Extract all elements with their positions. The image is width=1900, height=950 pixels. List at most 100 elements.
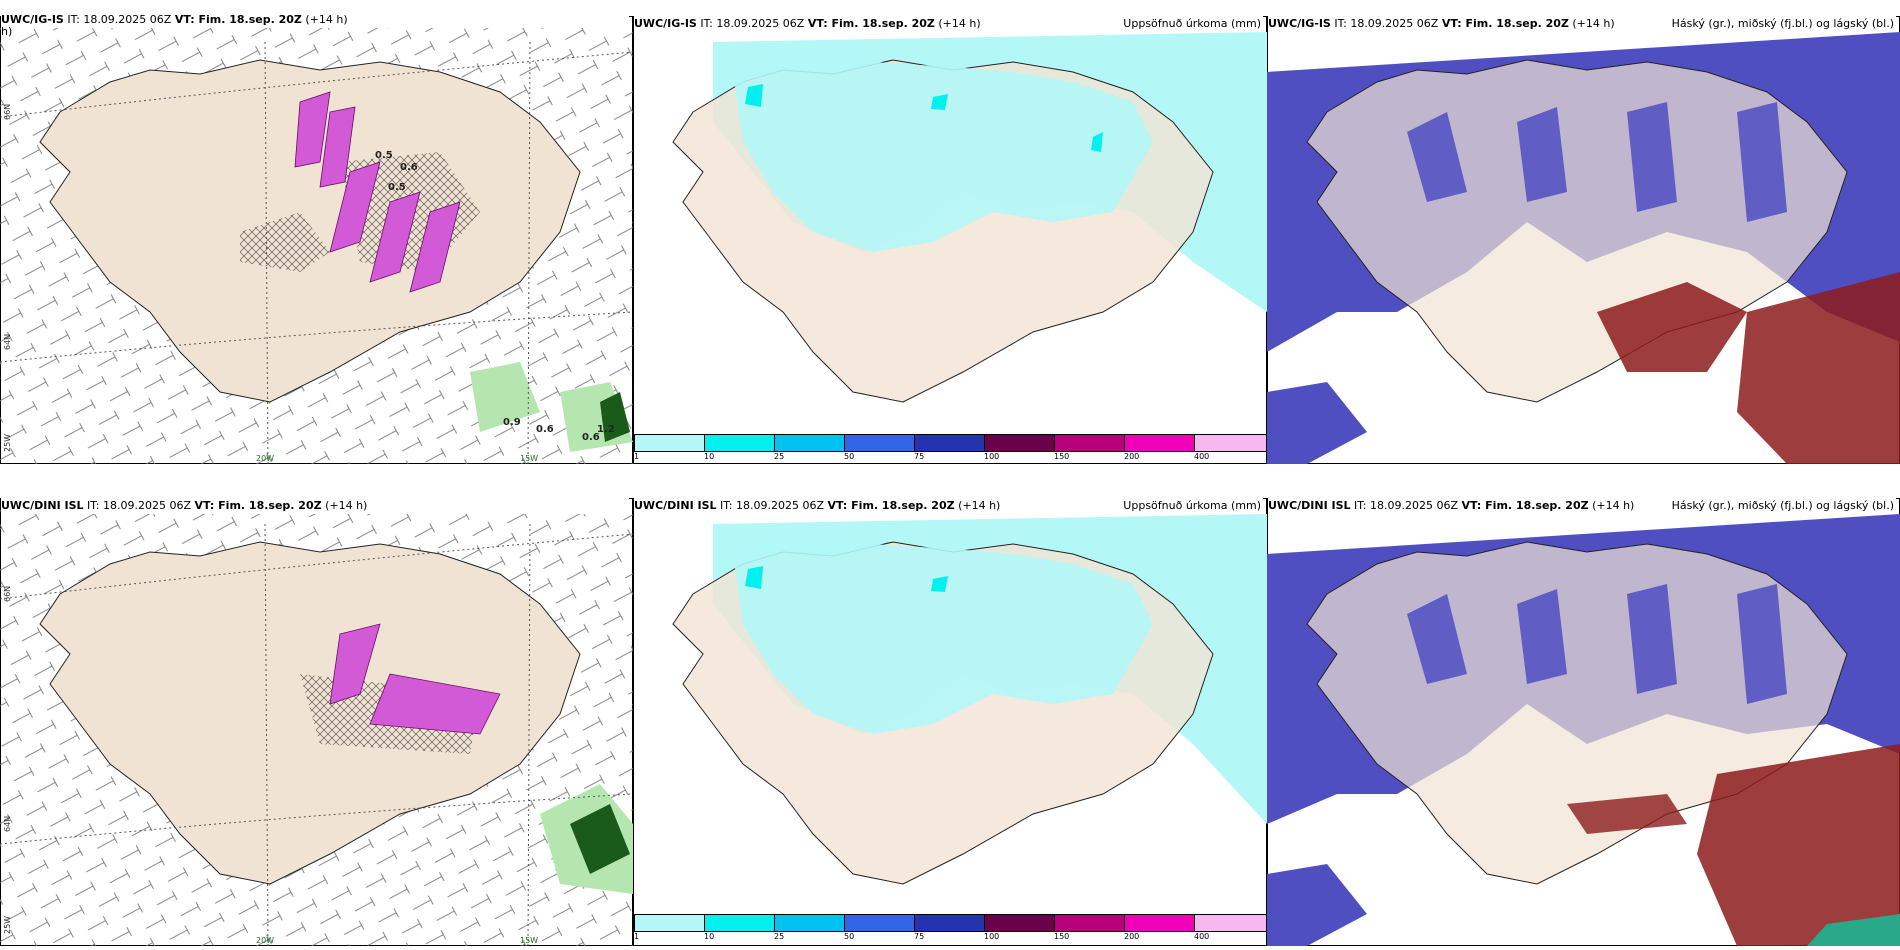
colorbar-swatch <box>634 434 705 452</box>
precip-label: 0.6 <box>536 424 554 435</box>
valid-time: VT: Fim. 18.sep. 20Z <box>1461 499 1589 512</box>
colorbar-tick: 50 <box>844 452 855 461</box>
colorbar-swatch <box>914 914 985 932</box>
colorbar-tick: 200 <box>1124 452 1140 461</box>
map-panel-precip-lower: UWC/DINI ISL IT: 18.09.2025 06Z VT: Fim.… <box>633 494 1267 946</box>
init-time: IT: 18.09.2025 06Z <box>67 13 172 26</box>
lead-time: (+14 h) <box>1572 17 1615 30</box>
panel-title: Háský (gr.), miðský (fj.bl.) og lágský (… <box>1671 499 1894 512</box>
colorbar-swatch <box>984 914 1055 932</box>
colorbar-tick: 10 <box>704 452 715 461</box>
panel-title: Háský (gr.), miðský (fj.bl.) og lágský (… <box>1671 17 1894 30</box>
colorbar-tick: 400 <box>1194 452 1210 461</box>
colorbar-tick: 400 <box>1194 932 1210 941</box>
colorbar-swatch <box>914 434 985 452</box>
cloud-map <box>1267 514 1900 946</box>
header-wrap: h) <box>1 25 13 38</box>
map-panel-wind-lower: 66N 64N 25W 20W 15W UWC/DINI ISL IT: 18.… <box>0 494 633 946</box>
colorbar-swatch <box>774 434 845 452</box>
colorbar-swatch <box>1194 434 1267 452</box>
colorbar-tick: 10 <box>704 932 715 941</box>
precip-label: 0.5 <box>375 150 393 161</box>
precip-colorbar-upper: 1 10 25 50 75 100 150 200 400 <box>634 434 1267 461</box>
panel-title: Uppsöfnuð úrkoma (mm) <box>1123 499 1261 512</box>
precip-map <box>672 32 1267 403</box>
lon-label-15: 15W <box>520 936 538 945</box>
valid-time: VT: Fim. 18.sep. 20Z <box>194 499 322 512</box>
precip-colorbar-lower: 1 10 25 50 75 100 150 200 400 <box>634 914 1267 941</box>
lead-time: (+14 h) <box>938 17 981 30</box>
lat-label-66: 66N <box>3 586 12 602</box>
lon-label-20: 20W <box>256 936 274 945</box>
lon-label-15: 15W <box>520 454 538 463</box>
map-panel-clouds-lower: UWC/DINI ISL IT: 18.09.2025 06Z VT: Fim.… <box>1267 494 1900 946</box>
colorbar-tick: 75 <box>914 452 925 461</box>
colorbar-tick: 25 <box>774 452 785 461</box>
colorbar-tick: 25 <box>774 932 785 941</box>
valid-time: VT: Fim. 18.sep. 20Z <box>1441 17 1569 30</box>
map-panel-wind-upper: 66N 64N 25W 20W 15W 0.5 0.6 0.5 0.9 0.6 … <box>0 12 633 464</box>
model-name: UWC/DINI ISL <box>634 499 717 512</box>
precip-map <box>672 514 1267 885</box>
precip-label: 0.6 <box>400 162 418 173</box>
colorbar-tick: 150 <box>1054 932 1070 941</box>
map-panel-precip-upper: UWC/IG-IS IT: 18.09.2025 06Z VT: Fim. 18… <box>633 12 1267 464</box>
colorbar-tick: 100 <box>984 452 1000 461</box>
precip-label: 0.5 <box>388 182 406 193</box>
init-time: IT: 18.09.2025 06Z <box>1354 499 1459 512</box>
colorbar-tick: 150 <box>1054 452 1070 461</box>
colorbar-tick: 200 <box>1124 932 1140 941</box>
lat-label-64: 64N <box>3 334 12 350</box>
lead-time: (+14 h) <box>305 13 348 26</box>
colorbar-swatch <box>844 434 915 452</box>
panel-header: UWC/IG-IS IT: 18.09.2025 06Z VT: Fim. 18… <box>1268 16 1896 32</box>
init-time: IT: 18.09.2025 06Z <box>1334 17 1439 30</box>
wind-precip-map: 66N 64N 25W 20W 15W 0.5 0.6 0.5 0.9 0.6 … <box>0 16 633 464</box>
precip-label: 0.9 <box>503 417 521 428</box>
colorbar-swatch <box>704 434 775 452</box>
colorbar-swatch <box>984 434 1055 452</box>
panel-title: Uppsöfnuð úrkoma (mm) <box>1123 17 1261 30</box>
lon-label-20: 20W <box>256 454 274 463</box>
colorbar-swatch <box>1054 434 1125 452</box>
lead-time: (+14 h) <box>325 499 368 512</box>
precip-label: 1.2 <box>597 424 615 435</box>
colorbar-tick: 1 <box>634 932 640 941</box>
init-time: IT: 18.09.2025 06Z <box>700 17 805 30</box>
model-name: UWC/DINI ISL <box>1268 499 1351 512</box>
lat-label-66: 66N <box>3 104 12 120</box>
valid-time: VT: Fim. 18.sep. 20Z <box>174 13 302 26</box>
init-time: IT: 18.09.2025 06Z <box>87 499 192 512</box>
colorbar-swatch <box>774 914 845 932</box>
precip-label: 0.6 <box>582 432 600 443</box>
init-time: IT: 18.09.2025 06Z <box>720 499 825 512</box>
model-name: UWC/DINI ISL <box>1 499 84 512</box>
colorbar-swatch <box>1194 914 1267 932</box>
lon-label-25: 25W <box>3 434 12 452</box>
colorbar-swatch <box>844 914 915 932</box>
map-panel-clouds-upper: UWC/IG-IS IT: 18.09.2025 06Z VT: Fim. 18… <box>1267 12 1900 464</box>
colorbar-swatch <box>1124 914 1195 932</box>
model-name: UWC/IG-IS <box>1 13 64 26</box>
wind-precip-map: 66N 64N 25W 20W 15W <box>0 498 633 946</box>
cloud-map <box>1267 32 1900 464</box>
colorbar-swatch <box>704 914 775 932</box>
panel-header: UWC/DINI ISL IT: 18.09.2025 06Z VT: Fim.… <box>1268 498 1896 514</box>
panel-header: UWC/DINI ISL IT: 18.09.2025 06Z VT: Fim.… <box>1 498 629 514</box>
lon-label-25: 25W <box>3 916 12 934</box>
colorbar-tick: 100 <box>984 932 1000 941</box>
lat-label-64: 64N <box>3 816 12 832</box>
colorbar-swatch <box>634 914 705 932</box>
colorbar-tick: 75 <box>914 932 925 941</box>
panel-header: UWC/DINI ISL IT: 18.09.2025 06Z VT: Fim.… <box>634 498 1263 514</box>
colorbar-tick: 1 <box>634 452 640 461</box>
model-name: UWC/IG-IS <box>1268 17 1331 30</box>
lead-time: (+14 h) <box>958 499 1001 512</box>
panel-header: UWC/IG-IS IT: 18.09.2025 06Z VT: Fim. 18… <box>634 16 1263 32</box>
colorbar-swatch <box>1054 914 1125 932</box>
panel-header: UWC/IG-IS IT: 18.09.2025 06Z VT: Fim. 18… <box>1 12 629 28</box>
valid-time: VT: Fim. 18.sep. 20Z <box>807 17 935 30</box>
colorbar-swatch <box>1124 434 1195 452</box>
model-name: UWC/IG-IS <box>634 17 697 30</box>
valid-time: VT: Fim. 18.sep. 20Z <box>827 499 955 512</box>
